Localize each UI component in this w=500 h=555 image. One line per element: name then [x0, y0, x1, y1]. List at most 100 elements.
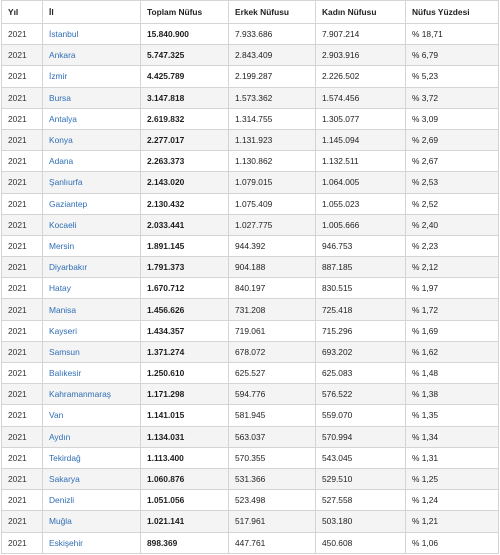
cell-female-population: 1.145.094: [315, 128, 406, 152]
table-row: 2021 Van 1.141.015 581.945 559.070% 1,35: [1, 404, 499, 427]
cell-city-link[interactable]: Ankara: [42, 44, 141, 67]
cell-population-percent: % 1,97: [405, 277, 499, 300]
city-link[interactable]: Manisa: [49, 304, 76, 315]
cell-city-link[interactable]: Hatay: [42, 277, 141, 300]
cell-city-link[interactable]: Kayseri: [42, 319, 141, 342]
city-link[interactable]: Muğla: [49, 516, 72, 527]
cell-population-percent: % 1,31: [405, 446, 499, 469]
city-link[interactable]: Kahramanmaraş: [49, 389, 111, 400]
cell-total-population: 1.250.610: [140, 361, 229, 385]
cell-city-link[interactable]: Eskişehir: [42, 531, 141, 554]
city-link[interactable]: Kocaeli: [49, 219, 77, 230]
city-link[interactable]: Hatay: [49, 283, 71, 294]
cell-female-population: 830.515: [315, 277, 406, 300]
cell-male-population: 904.188: [228, 256, 316, 279]
cell-city-link[interactable]: Bursa: [42, 86, 141, 109]
city-link[interactable]: Bursa: [49, 92, 71, 103]
header-population-percent: Nüfus Yüzdesi: [405, 0, 499, 24]
city-link[interactable]: Diyarbakır: [49, 262, 88, 273]
cell-year: 2021: [1, 531, 43, 554]
cell-population-percent: % 1,34: [405, 425, 499, 448]
cell-female-population: 1.064.005: [315, 171, 406, 194]
city-link[interactable]: Antalya: [49, 113, 77, 124]
cell-male-population: 2.199.287: [228, 65, 316, 88]
city-link[interactable]: Tekirdağ: [49, 452, 81, 463]
cell-city-link[interactable]: Kahramanmaraş: [42, 383, 141, 406]
cell-population-percent: % 5,23: [405, 65, 499, 88]
cell-city-link[interactable]: Tekirdağ: [42, 446, 141, 469]
cell-female-population: 7.907.214: [315, 22, 406, 46]
city-link[interactable]: Gaziantep: [49, 198, 88, 209]
cell-population-percent: % 2,52: [405, 192, 499, 215]
cell-year: 2021: [1, 277, 43, 300]
table-row: 2021 İstanbul 15.840.900 7.933.686 7.907.214…: [1, 22, 499, 46]
cell-year: 2021: [1, 383, 43, 406]
city-link[interactable]: İzmir: [49, 71, 68, 82]
cell-total-population: 1.113.400: [140, 446, 229, 469]
cell-total-population: 1.171.298: [140, 383, 229, 406]
cell-city-link[interactable]: İstanbul: [42, 22, 141, 46]
cell-city-link[interactable]: Mersin: [42, 234, 141, 258]
cell-city-link[interactable]: Antalya: [42, 107, 141, 130]
city-link[interactable]: Aydın: [49, 431, 71, 442]
cell-city-link[interactable]: Balıkesir: [42, 361, 141, 385]
cell-female-population: 543.045: [315, 446, 406, 469]
city-link[interactable]: Van: [49, 410, 64, 421]
table-row: 2021 Kahramanmaraş 1.171.298 594.776 576.522…: [1, 383, 499, 406]
cell-female-population: 1.574.456: [315, 86, 406, 109]
city-link[interactable]: İstanbul: [49, 29, 79, 40]
cell-male-population: 570.355: [228, 446, 316, 469]
table-row: 2021 Sakarya 1.060.876 531.366 529.510% 1,25: [1, 467, 499, 491]
cell-total-population: 1.791.373: [140, 256, 229, 279]
cell-total-population: 1.021.141: [140, 510, 229, 533]
cell-male-population: 678.072: [228, 340, 316, 364]
city-link[interactable]: Eskişehir: [49, 537, 83, 548]
cell-year: 2021: [1, 128, 43, 152]
cell-city-link[interactable]: Kocaeli: [42, 213, 141, 236]
table-row: 2021 Hatay 1.670.712 840.197 830.515% 1,97: [1, 277, 499, 300]
cell-city-link[interactable]: Diyarbakır: [42, 256, 141, 279]
cell-city-link[interactable]: Van: [42, 404, 141, 427]
cell-male-population: 1.573.362: [228, 86, 316, 109]
table-row: 2021 Konya 2.277.017 1.131.923 1.145.094% 2,…: [1, 128, 499, 152]
cell-female-population: 625.083: [315, 361, 406, 385]
cell-female-population: 1.005.666: [315, 213, 406, 236]
city-link[interactable]: Denizli: [49, 495, 75, 506]
city-link[interactable]: Ankara: [49, 50, 76, 61]
cell-year: 2021: [1, 86, 43, 109]
cell-population-percent: % 3,72: [405, 86, 499, 109]
cell-female-population: 2.226.502: [315, 65, 406, 88]
cell-male-population: 840.197: [228, 277, 316, 300]
cell-year: 2021: [1, 213, 43, 236]
cell-city-link[interactable]: Manisa: [42, 298, 141, 321]
cell-population-percent: % 1,24: [405, 489, 499, 512]
city-link[interactable]: Konya: [49, 135, 73, 146]
cell-female-population: 715.296: [315, 319, 406, 342]
cell-city-link[interactable]: Aydın: [42, 425, 141, 448]
cell-city-link[interactable]: Gaziantep: [42, 192, 141, 215]
cell-city-link[interactable]: Konya: [42, 128, 141, 152]
cell-city-link[interactable]: Sakarya: [42, 467, 141, 491]
city-link[interactable]: Balıkesir: [49, 368, 82, 379]
cell-city-link[interactable]: Muğla: [42, 510, 141, 533]
cell-male-population: 594.776: [228, 383, 316, 406]
cell-city-link[interactable]: Samsun: [42, 340, 141, 364]
cell-year: 2021: [1, 489, 43, 512]
cell-total-population: 1.134.031: [140, 425, 229, 448]
header-city: İl: [42, 0, 141, 24]
cell-city-link[interactable]: Adana: [42, 150, 141, 173]
cell-total-population: 1.434.357: [140, 319, 229, 342]
city-link[interactable]: Mersin: [49, 240, 75, 251]
cell-year: 2021: [1, 171, 43, 194]
city-link[interactable]: Kayseri: [49, 325, 77, 336]
cell-city-link[interactable]: İzmir: [42, 65, 141, 88]
city-link[interactable]: Samsun: [49, 346, 80, 357]
table-row: 2021 Denizli 1.051.056 523.498 527.558% 1,24: [1, 489, 499, 512]
table-row: 2021 Bursa 3.147.818 1.573.362 1.574.456% 3,…: [1, 86, 499, 109]
city-link[interactable]: Sakarya: [49, 474, 80, 485]
city-link[interactable]: Adana: [49, 156, 74, 167]
city-link[interactable]: Şanlıurfa: [49, 177, 83, 188]
cell-city-link[interactable]: Şanlıurfa: [42, 171, 141, 194]
cell-city-link[interactable]: Denizli: [42, 489, 141, 512]
